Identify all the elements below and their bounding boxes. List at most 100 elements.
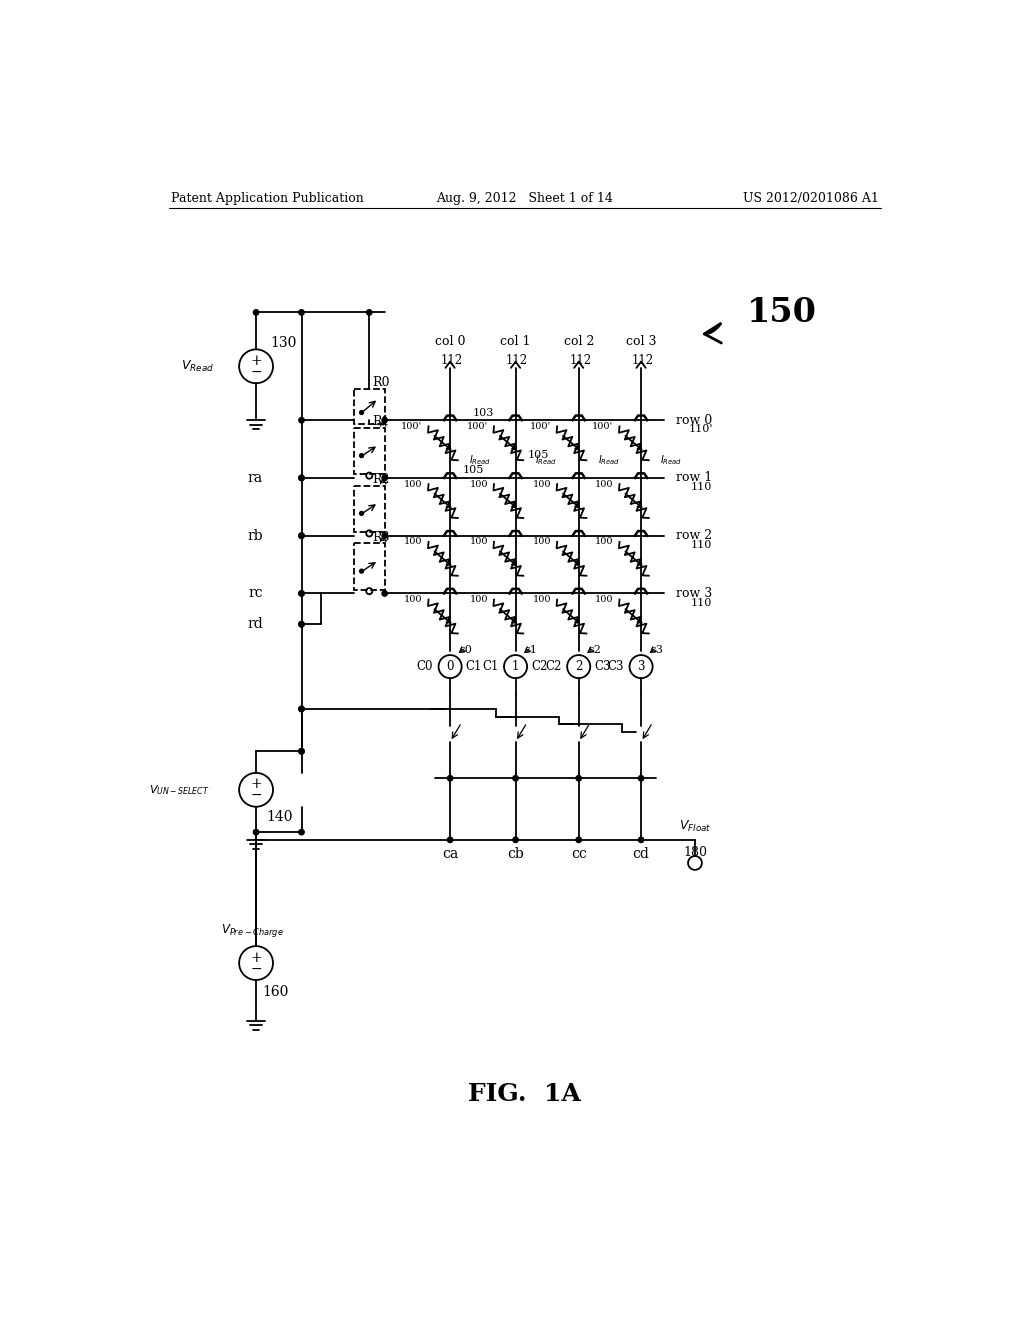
Text: C2: C2 (531, 660, 548, 673)
Text: Aug. 9, 2012   Sheet 1 of 14: Aug. 9, 2012 Sheet 1 of 14 (436, 191, 613, 205)
Text: R2: R2 (372, 473, 389, 486)
Circle shape (299, 706, 304, 711)
Text: $V_{Float}$: $V_{Float}$ (679, 818, 712, 833)
Bar (354, 389, 385, 424)
Text: 100': 100' (529, 422, 551, 430)
Circle shape (299, 310, 304, 315)
Text: R3: R3 (372, 531, 389, 544)
Circle shape (299, 475, 304, 480)
Text: 100: 100 (532, 595, 551, 605)
Text: cb: cb (507, 846, 524, 861)
Circle shape (299, 591, 304, 597)
Text: row 3: row 3 (676, 587, 712, 601)
Text: 100: 100 (595, 479, 613, 488)
Text: rc: rc (249, 586, 263, 601)
Text: 100: 100 (403, 479, 422, 488)
Text: 100': 100' (401, 422, 422, 430)
Circle shape (359, 569, 364, 573)
Circle shape (382, 475, 387, 480)
Text: US 2012/0201086 A1: US 2012/0201086 A1 (743, 191, 879, 205)
Text: col 1: col 1 (501, 335, 530, 348)
Text: s1: s1 (524, 644, 538, 655)
Text: 100: 100 (469, 595, 487, 605)
Text: 160: 160 (262, 985, 289, 999)
Text: s2: s2 (588, 644, 601, 655)
Text: ra: ra (248, 471, 263, 484)
Text: R0: R0 (372, 376, 389, 389)
Circle shape (367, 310, 372, 315)
Circle shape (447, 776, 453, 781)
Circle shape (513, 837, 518, 842)
FancyArrowPatch shape (705, 323, 721, 343)
Text: 105: 105 (528, 450, 549, 459)
Text: $V_{UN-SELECT}$: $V_{UN-SELECT}$ (150, 783, 210, 797)
Circle shape (638, 776, 644, 781)
Text: cc: cc (570, 846, 587, 861)
Text: s0: s0 (460, 644, 472, 655)
Text: 105: 105 (463, 465, 484, 475)
Text: −: − (250, 961, 262, 975)
Text: C1: C1 (482, 660, 499, 673)
Text: col 0: col 0 (435, 335, 465, 348)
Text: C3: C3 (607, 660, 625, 673)
Circle shape (253, 829, 259, 834)
Text: 110': 110' (689, 425, 714, 434)
Text: row 1: row 1 (676, 471, 712, 484)
Circle shape (447, 837, 453, 842)
Text: ca: ca (442, 846, 458, 861)
Text: 100: 100 (469, 479, 487, 488)
Circle shape (577, 837, 582, 842)
Circle shape (382, 533, 387, 539)
Text: 110: 110 (690, 482, 712, 492)
Text: $I_{Read}$: $I_{Read}$ (469, 453, 492, 467)
Text: cd: cd (633, 846, 649, 861)
Text: col 2: col 2 (563, 335, 594, 348)
Text: 112: 112 (506, 354, 528, 367)
Circle shape (299, 706, 304, 711)
Text: 0: 0 (446, 660, 454, 673)
Circle shape (359, 511, 364, 515)
Text: +: + (250, 777, 262, 792)
Text: 100: 100 (469, 537, 487, 546)
Text: rb: rb (248, 529, 263, 543)
Text: 110: 110 (690, 540, 712, 550)
Bar (354, 544, 385, 590)
Text: C1: C1 (466, 660, 482, 673)
Text: Patent Application Publication: Patent Application Publication (171, 191, 364, 205)
Text: 100': 100' (467, 422, 487, 430)
Circle shape (513, 776, 518, 781)
Text: 100': 100' (592, 422, 613, 430)
Text: FIG.  1A: FIG. 1A (468, 1082, 582, 1106)
Text: 100: 100 (403, 595, 422, 605)
Text: 2: 2 (575, 660, 583, 673)
Text: $V_{Pre-Charge}$: $V_{Pre-Charge}$ (221, 923, 284, 940)
Text: 3: 3 (637, 660, 645, 673)
Circle shape (299, 829, 304, 834)
Text: $V_{Read}$: $V_{Read}$ (181, 359, 214, 374)
Text: row 0: row 0 (676, 413, 712, 426)
Circle shape (577, 776, 582, 781)
Circle shape (299, 622, 304, 627)
Circle shape (382, 591, 387, 597)
Text: C0: C0 (417, 660, 433, 673)
Text: 140: 140 (266, 809, 293, 824)
Text: 112: 112 (569, 354, 591, 367)
Circle shape (299, 533, 304, 539)
Circle shape (253, 310, 259, 315)
Text: 110: 110 (690, 598, 712, 607)
Text: $I_{Read}$: $I_{Read}$ (535, 453, 557, 467)
Circle shape (359, 411, 364, 414)
Circle shape (299, 748, 304, 754)
Text: 1: 1 (512, 660, 519, 673)
Circle shape (299, 475, 304, 480)
Text: C2: C2 (546, 660, 562, 673)
Text: C3: C3 (594, 660, 610, 673)
Text: s3: s3 (650, 644, 664, 655)
Text: −: − (250, 364, 262, 379)
Text: 100: 100 (532, 479, 551, 488)
Text: col 3: col 3 (626, 335, 656, 348)
Text: 112: 112 (440, 354, 463, 367)
Text: +: + (250, 354, 262, 368)
Text: 112: 112 (632, 354, 653, 367)
Text: R1: R1 (372, 416, 389, 428)
